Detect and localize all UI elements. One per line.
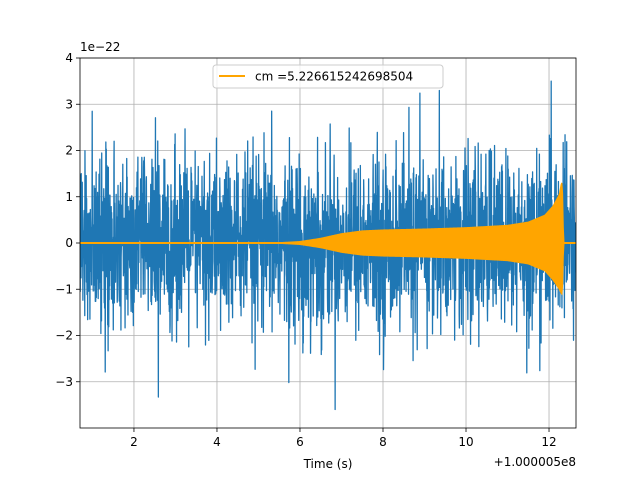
noise-series-line [80, 80, 576, 411]
x-tick-label: 8 [379, 435, 387, 449]
x-tick-label: 10 [458, 435, 473, 449]
y-tick-label: −2 [55, 329, 73, 343]
y-tick-label: −3 [55, 375, 73, 389]
x-tick-label: 2 [130, 435, 138, 449]
y-tick-label: 1 [65, 190, 73, 204]
x-tick-label: 6 [296, 435, 304, 449]
y-tick-label: 4 [65, 51, 73, 65]
x-tick-label: 12 [541, 435, 556, 449]
legend: cm =5.226615242698504 [212, 64, 444, 89]
series-signal [80, 182, 576, 296]
y-scale-label: 1e−22 [80, 40, 120, 54]
legend-box [212, 64, 444, 89]
y-tick-label: −1 [55, 282, 73, 296]
y-tick-label: 3 [65, 97, 73, 111]
plot-area [80, 80, 576, 411]
legend-label-signal: cm =5.226615242698504 [255, 70, 413, 84]
x-axis-label: Time (s) [303, 457, 353, 471]
series-noise [80, 80, 576, 411]
x-offset-label: +1.000005e8 [494, 455, 576, 469]
y-tick-label: 0 [65, 236, 73, 250]
y-tick-label: 2 [65, 144, 73, 158]
x-tick-label: 4 [213, 435, 221, 449]
